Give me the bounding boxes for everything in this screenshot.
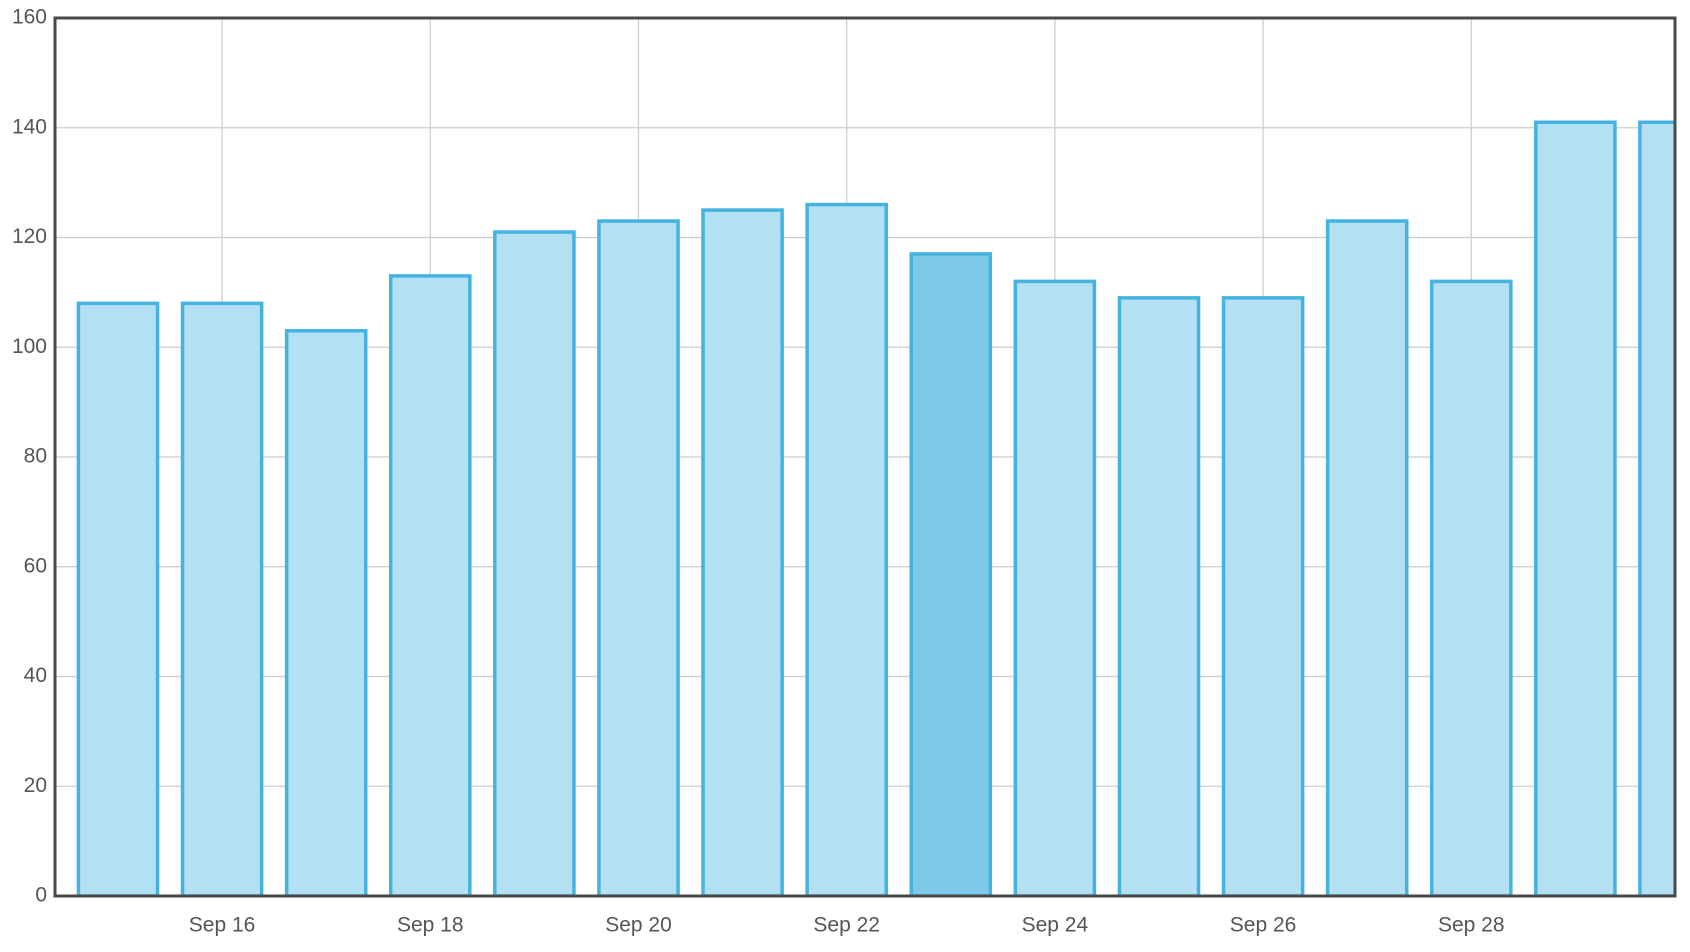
x-tick-label: Sep 20 — [605, 914, 672, 937]
bar — [493, 230, 576, 896]
x-tick-label: Sep 26 — [1230, 914, 1297, 937]
y-tick-label: 100 — [12, 335, 47, 358]
y-tick-label: 60 — [24, 554, 47, 577]
plot-frame — [53, 16, 1677, 898]
y-tick-label: 40 — [24, 664, 47, 687]
y-tick-label: 140 — [12, 115, 47, 138]
bar — [1117, 296, 1201, 896]
bar — [1638, 120, 1675, 896]
bar — [76, 301, 160, 896]
y-tick-label: 80 — [24, 445, 47, 468]
y-tick-label: 160 — [12, 6, 47, 29]
x-tick-label: Sep 24 — [1022, 914, 1089, 937]
bar — [284, 329, 368, 896]
x-tick-label: Sep 18 — [397, 914, 464, 937]
x-tick-label: Sep 28 — [1438, 914, 1505, 937]
y-tick-label: 120 — [12, 225, 47, 248]
bar — [1534, 120, 1617, 896]
bar — [1429, 279, 1513, 896]
bar — [909, 252, 993, 896]
labels: 0 20 40 60 80 100 120 140 160 Sep 16 Sep 18 Sep 20 S… — [12, 6, 1505, 937]
y-tick-label: 20 — [24, 774, 47, 797]
bar — [180, 301, 264, 896]
bar — [1221, 296, 1305, 896]
bar — [701, 208, 784, 896]
bar — [805, 202, 888, 896]
bar — [388, 274, 472, 896]
bars — [76, 120, 1675, 896]
x-tick-label: Sep 16 — [189, 914, 256, 937]
bar — [597, 219, 680, 896]
bar — [1325, 219, 1409, 896]
x-tick-label: Sep 22 — [813, 914, 880, 937]
y-tick-label: 0 — [35, 884, 47, 907]
bar — [1013, 279, 1097, 896]
